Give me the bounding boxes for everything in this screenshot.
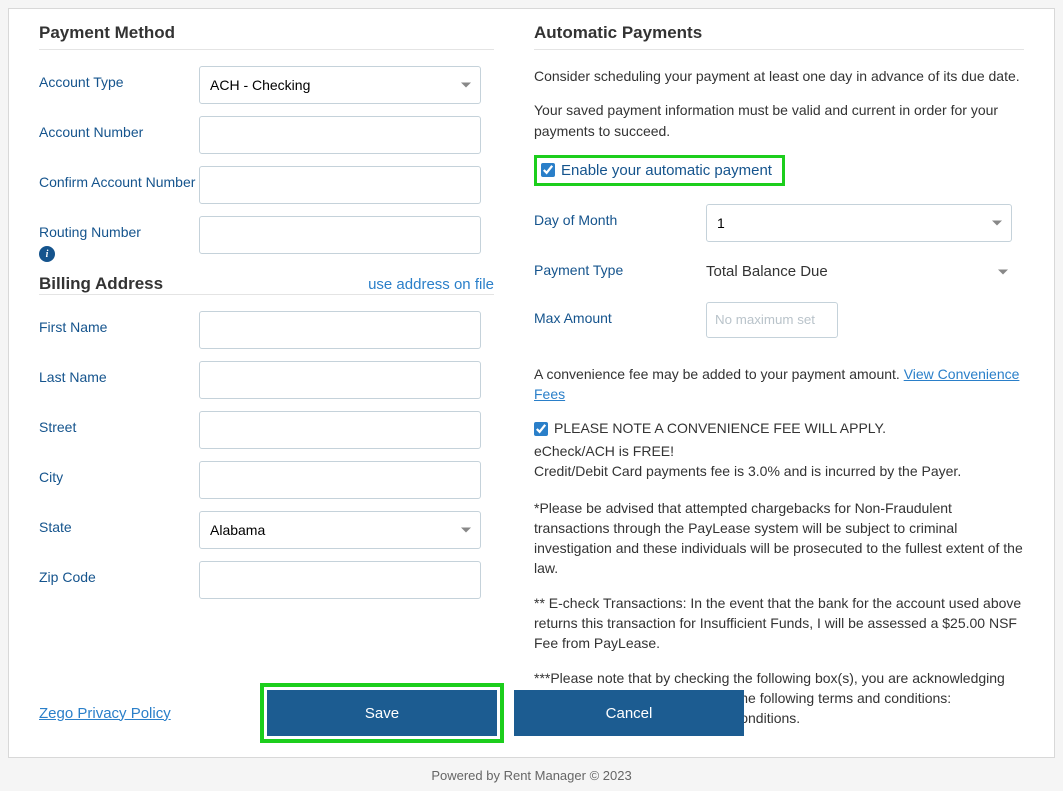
zip-input[interactable]: [199, 561, 481, 599]
chargeback-note: *Please be advised that attempted charge…: [534, 498, 1024, 579]
street-label: Street: [39, 411, 199, 435]
first-name-input[interactable]: [199, 311, 481, 349]
city-input[interactable]: [199, 461, 481, 499]
fee-note-bold: PLEASE NOTE A CONVENIENCE FEE WILL APPLY…: [554, 418, 886, 438]
payment-method-title: Payment Method: [39, 23, 494, 43]
convenience-fee-text: A convenience fee may be added to your p…: [534, 366, 904, 382]
state-select[interactable]: [199, 511, 481, 549]
day-of-month-select[interactable]: [706, 204, 1012, 242]
payment-type-label: Payment Type: [534, 254, 706, 278]
echeck-note: ** E-check Transactions: In the event th…: [534, 593, 1024, 654]
divider: [39, 294, 494, 295]
confirm-account-number-input[interactable]: [199, 166, 481, 204]
enable-autopay-label: Enable your automatic payment: [561, 162, 772, 179]
chevron-down-icon: [998, 269, 1008, 274]
use-address-on-file-link[interactable]: use address on file: [368, 276, 494, 293]
last-name-input[interactable]: [199, 361, 481, 399]
divider: [534, 49, 1024, 50]
cancel-button[interactable]: Cancel: [514, 690, 744, 736]
auto-pay-intro2: Your saved payment information must be v…: [534, 100, 1024, 141]
payment-type-select[interactable]: Total Balance Due: [706, 254, 1012, 290]
routing-number-label: Routing Number: [39, 224, 141, 240]
max-amount-label: Max Amount: [534, 302, 706, 326]
account-type-label: Account Type: [39, 66, 199, 90]
max-amount-input: [706, 302, 838, 338]
zip-label: Zip Code: [39, 561, 199, 585]
auto-payments-title: Automatic Payments: [534, 23, 1024, 43]
first-name-label: First Name: [39, 311, 199, 335]
state-value[interactable]: [199, 511, 481, 549]
billing-address-title: Billing Address: [39, 274, 163, 294]
privacy-policy-link[interactable]: Zego Privacy Policy: [39, 705, 171, 722]
save-button-highlight: Save: [260, 683, 504, 743]
fee-note-line2: eCheck/ACH is FREE!: [534, 441, 1024, 461]
city-label: City: [39, 461, 199, 485]
confirm-account-label: Confirm Account Number: [39, 166, 199, 190]
save-button[interactable]: Save: [267, 690, 497, 736]
account-type-select[interactable]: [199, 66, 481, 104]
account-type-value[interactable]: [199, 66, 481, 104]
day-of-month-value[interactable]: [706, 204, 1012, 242]
day-of-month-label: Day of Month: [534, 204, 706, 228]
enable-autopay-checkbox[interactable]: [541, 163, 555, 177]
payment-type-value: Total Balance Due: [706, 263, 828, 280]
last-name-label: Last Name: [39, 361, 199, 385]
divider: [39, 49, 494, 50]
fee-acknowledge-checkbox[interactable]: [534, 422, 548, 436]
account-number-label: Account Number: [39, 116, 199, 140]
footer-text: Powered by Rent Manager © 2023: [8, 758, 1055, 783]
enable-autopay-highlight: Enable your automatic payment: [534, 155, 785, 186]
info-icon[interactable]: i: [39, 246, 55, 262]
routing-number-input[interactable]: [199, 216, 481, 254]
street-input[interactable]: [199, 411, 481, 449]
auto-pay-intro1: Consider scheduling your payment at leas…: [534, 66, 1024, 86]
state-label: State: [39, 511, 199, 535]
fee-note-line3: Credit/Debit Card payments fee is 3.0% a…: [534, 461, 1024, 481]
account-number-input[interactable]: [199, 116, 481, 154]
